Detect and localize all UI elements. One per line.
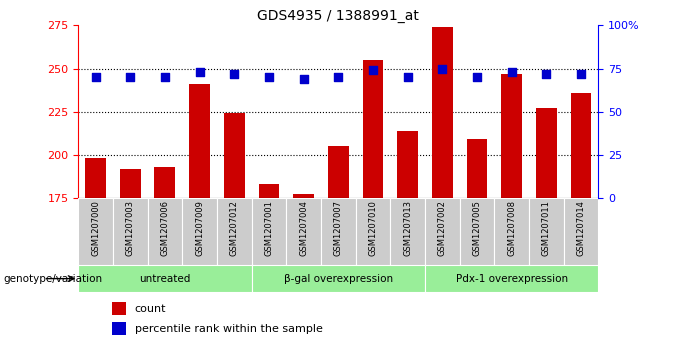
Text: percentile rank within the sample: percentile rank within the sample — [135, 323, 322, 334]
Text: genotype/variation: genotype/variation — [3, 274, 103, 284]
Bar — [293, 195, 314, 198]
Bar — [529, 198, 564, 265]
Bar — [182, 198, 217, 265]
Bar — [425, 265, 598, 292]
Text: Pdx-1 overexpression: Pdx-1 overexpression — [456, 274, 568, 284]
Point — [124, 74, 135, 80]
Text: GSM1207009: GSM1207009 — [195, 200, 204, 256]
Text: GSM1207003: GSM1207003 — [126, 200, 135, 256]
Bar — [571, 93, 592, 198]
Point — [402, 74, 413, 80]
Bar — [397, 131, 418, 198]
Text: GSM1207012: GSM1207012 — [230, 200, 239, 256]
Text: untreated: untreated — [139, 274, 190, 284]
Bar — [362, 60, 384, 198]
Bar — [217, 198, 252, 265]
Point — [367, 68, 378, 73]
Bar — [390, 198, 425, 265]
Bar — [564, 198, 598, 265]
Point — [298, 76, 309, 82]
Text: GSM1207014: GSM1207014 — [577, 200, 585, 256]
Text: GSM1207005: GSM1207005 — [473, 200, 481, 256]
Bar — [148, 198, 182, 265]
Text: GSM1207010: GSM1207010 — [369, 200, 377, 256]
Point — [228, 71, 239, 77]
Bar — [356, 198, 390, 265]
Bar — [112, 302, 126, 315]
Bar — [286, 198, 321, 265]
Text: GSM1207008: GSM1207008 — [507, 200, 516, 256]
Point — [575, 71, 586, 77]
Bar — [321, 198, 356, 265]
Point — [159, 74, 170, 80]
Bar — [501, 74, 522, 198]
Text: GSM1207001: GSM1207001 — [265, 200, 273, 256]
Bar — [78, 198, 113, 265]
Text: GSM1207004: GSM1207004 — [299, 200, 308, 256]
Bar — [328, 146, 349, 198]
Text: GSM1207006: GSM1207006 — [160, 200, 169, 256]
Point — [194, 69, 205, 75]
Bar — [154, 167, 175, 198]
Bar — [252, 265, 425, 292]
Bar — [224, 113, 245, 198]
Bar — [494, 198, 529, 265]
Point — [90, 74, 101, 80]
Bar — [258, 184, 279, 198]
Point — [541, 71, 551, 77]
Title: GDS4935 / 1388991_at: GDS4935 / 1388991_at — [257, 9, 420, 23]
Point — [333, 74, 343, 80]
Bar — [536, 108, 557, 198]
Bar — [85, 158, 106, 198]
Bar — [113, 198, 148, 265]
Text: count: count — [135, 304, 166, 314]
Point — [437, 66, 447, 72]
Bar — [460, 198, 494, 265]
Text: GSM1207002: GSM1207002 — [438, 200, 447, 256]
Bar — [78, 265, 252, 292]
Bar — [120, 168, 141, 198]
Bar — [189, 84, 210, 198]
Text: GSM1207011: GSM1207011 — [542, 200, 551, 256]
Text: GSM1207013: GSM1207013 — [403, 200, 412, 256]
Text: β-gal overexpression: β-gal overexpression — [284, 274, 393, 284]
Point — [263, 74, 274, 80]
Text: GSM1207000: GSM1207000 — [91, 200, 100, 256]
Bar — [425, 198, 460, 265]
Point — [506, 69, 517, 75]
Text: GSM1207007: GSM1207007 — [334, 200, 343, 256]
Bar — [252, 198, 286, 265]
Bar — [112, 322, 126, 335]
Bar — [466, 139, 488, 198]
Bar — [432, 27, 453, 198]
Point — [471, 74, 482, 80]
